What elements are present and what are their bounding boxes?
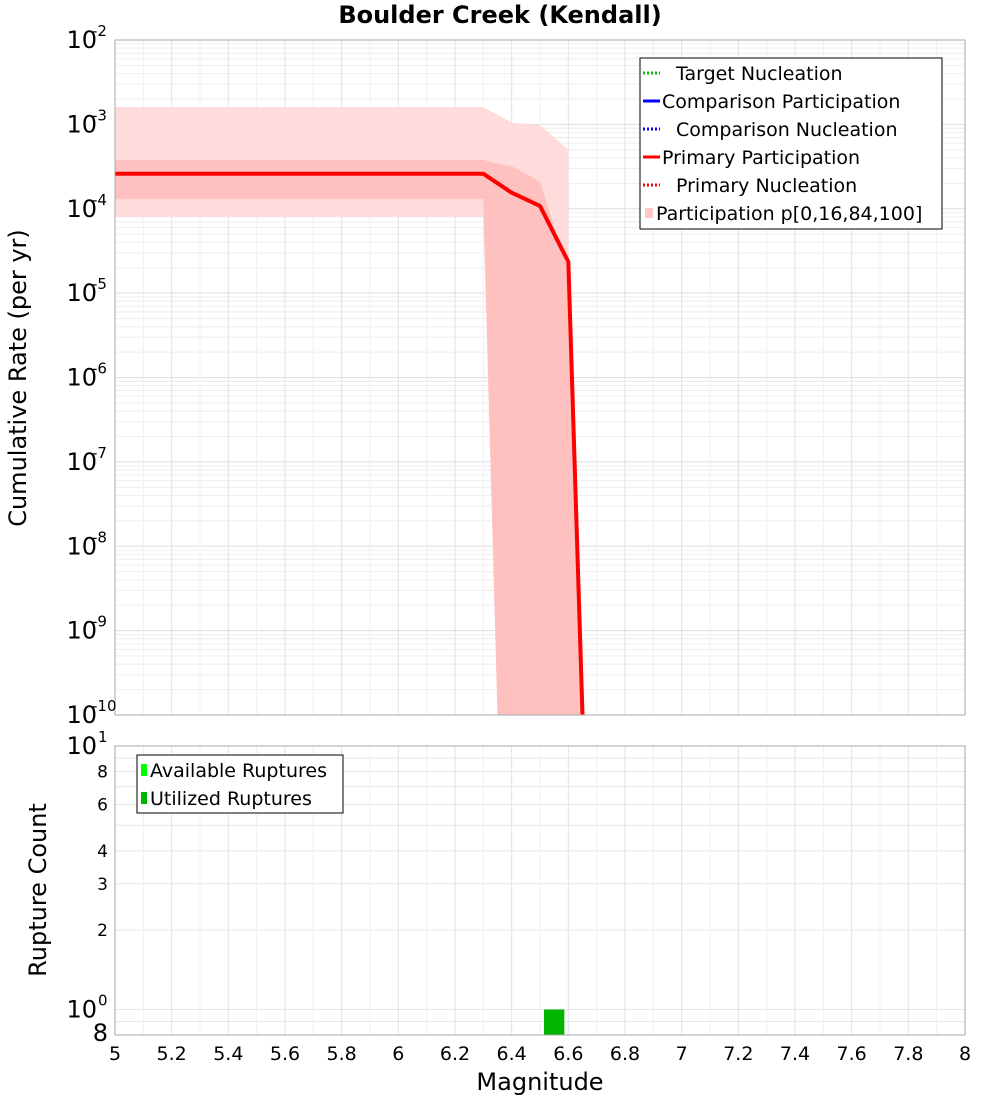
y-tick-exponent: -10 (92, 697, 117, 715)
y-tick-label: 10 (66, 448, 97, 476)
rupture-plot-frame (114, 745, 966, 1036)
rupture-plot-bars (544, 1009, 565, 1035)
y-tick-label: 10 (66, 701, 97, 729)
y-tick-minor-label: 2 (97, 921, 108, 941)
y-tick-label: 10 (66, 617, 97, 645)
x-tick-label: 6.6 (553, 1043, 583, 1065)
rupture-legend: Available Ruptures Utilized Ruptures (136, 754, 344, 814)
x-tick-label: 6.4 (497, 1043, 527, 1065)
x-tick-label: 5.4 (213, 1043, 243, 1065)
y-tick-exponent: 1 (98, 728, 108, 746)
rupture-y-axis-label: Rupture Count (24, 803, 52, 977)
x-tick-label: 5 (109, 1043, 121, 1065)
y-tick-label: 10 (66, 195, 97, 223)
y-tick-label: 10 (66, 279, 97, 307)
legend-label: Target Nucleation (675, 63, 843, 85)
x-tick-label: 7.2 (723, 1043, 753, 1065)
x-tick-label: 5.2 (157, 1043, 187, 1065)
legend-label: Primary Nucleation (676, 175, 857, 197)
y-tick-label: 10 (66, 995, 97, 1023)
rate-legend-box (639, 57, 943, 230)
y-tick-minor-label: 6 (97, 795, 108, 815)
x-tick-label: 7.4 (780, 1043, 810, 1065)
x-tick-label: 5.6 (270, 1043, 300, 1065)
x-tick-label: 7 (676, 1043, 688, 1065)
legend-label: Available Ruptures (150, 760, 327, 782)
y-tick-exponent: 0 (98, 991, 108, 1009)
rupture-legend-box (136, 754, 344, 814)
y-tick-exponent: -3 (92, 106, 107, 124)
legend-label: Comparison Participation (662, 91, 900, 113)
magnitude-x-tick-labels: 5 5.2 5.4 5.6 5.8 6 6.2 6.4 6.6 6.8 7 7.2 7.4 7.6 7.8 8 (109, 1043, 971, 1065)
y-tick-label: 10 (66, 532, 97, 560)
legend-label: Participation p[0,16,84,100] (656, 203, 922, 225)
y-tick-label: 10 (66, 732, 97, 760)
x-tick-label: 6.8 (610, 1043, 640, 1065)
y-tick-exponent: -2 (92, 22, 107, 40)
y-tick-minor-label: 8 (93, 1019, 108, 1047)
y-tick-label: 10 (66, 364, 97, 392)
rate-plot-lines (115, 171, 585, 716)
y-tick-minor-label: 3 (97, 875, 108, 895)
bar-utilized-ruptures (544, 1009, 565, 1035)
chart-title: Boulder Creek (Kendall) (338, 1, 661, 29)
x-tick-label: 6.2 (440, 1043, 470, 1065)
y-tick-exponent: -4 (92, 191, 107, 209)
band-inner (115, 159, 583, 716)
rate-legend: Target Nucleation Comparison Participatio… (639, 57, 943, 230)
x-tick-label: 7.6 (837, 1043, 867, 1065)
legend-label: Comparison Nucleation (676, 119, 898, 141)
x-axis-label: Magnitude (476, 1068, 603, 1096)
legend-swatch (141, 764, 147, 776)
legend-swatch (141, 792, 147, 804)
x-tick-label: 7.8 (893, 1043, 923, 1065)
y-tick-exponent: -5 (92, 275, 107, 293)
series-line-primary-participation (115, 171, 585, 716)
x-tick-label: 8 (959, 1043, 971, 1065)
x-tick-label: 5.8 (327, 1043, 357, 1065)
y-tick-minor-label: 8 (97, 763, 108, 783)
legend-swatch (645, 208, 653, 218)
x-tick-label: 6 (392, 1043, 404, 1065)
y-tick-label: 10 (66, 26, 97, 54)
rate-y-axis-label: Cumulative Rate (per yr) (4, 229, 32, 527)
y-tick-exponent: -9 (92, 613, 107, 631)
legend-label: Primary Participation (662, 147, 860, 169)
y-tick-exponent: -7 (92, 444, 107, 462)
y-tick-minor-label: 4 (97, 842, 108, 862)
legend-label: Utilized Ruptures (150, 788, 312, 810)
y-tick-exponent: -6 (92, 360, 107, 378)
rate-plot-frame (114, 39, 966, 716)
y-tick-label: 10 (66, 110, 97, 138)
y-tick-exponent: -8 (92, 528, 107, 546)
rate-plot-bands (115, 107, 583, 716)
